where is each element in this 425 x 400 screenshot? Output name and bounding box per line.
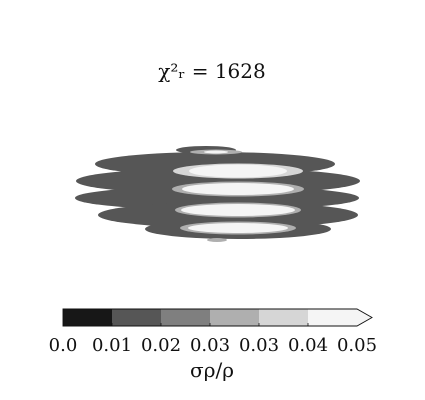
colorbar-band — [308, 309, 358, 326]
chart-title: χ²ᵣ = 1628 — [158, 59, 265, 83]
contour-stripe-level — [207, 238, 227, 242]
colorbar-outline — [62, 308, 373, 327]
colorbar-tick-label: 0.02 — [141, 335, 181, 356]
colorbar-band — [112, 309, 162, 326]
contour-stripe-level — [204, 150, 228, 154]
colorbar-tick-label: 0.03 — [239, 335, 279, 356]
contour-stripe-level — [181, 204, 295, 216]
colorbar-band — [161, 309, 211, 326]
contour-stripe-level — [188, 223, 288, 233]
colorbar-label: σρ/ρ — [190, 358, 234, 382]
colorbar-tick-label: 0.0 — [49, 335, 78, 356]
colorbar-band — [210, 309, 260, 326]
colorbar-tick-label: 0.05 — [337, 335, 377, 356]
contour-plot — [75, 146, 360, 242]
colorbar — [62, 308, 373, 327]
contour-stripe-level — [182, 183, 294, 195]
colorbar-tick-label: 0.04 — [288, 335, 328, 356]
colorbar-extend-arrow — [357, 309, 372, 326]
colorbar-band — [63, 309, 113, 326]
colorbar-ticks: 0.0 0.01 0.02 0.03 0.03 0.04 0.05 — [49, 323, 377, 356]
colorbar-tick-label: 0.01 — [92, 335, 132, 356]
colorbar-tick-label: 0.03 — [190, 335, 230, 356]
colorbar-band — [259, 309, 309, 326]
contour-stripe-level — [189, 164, 287, 178]
